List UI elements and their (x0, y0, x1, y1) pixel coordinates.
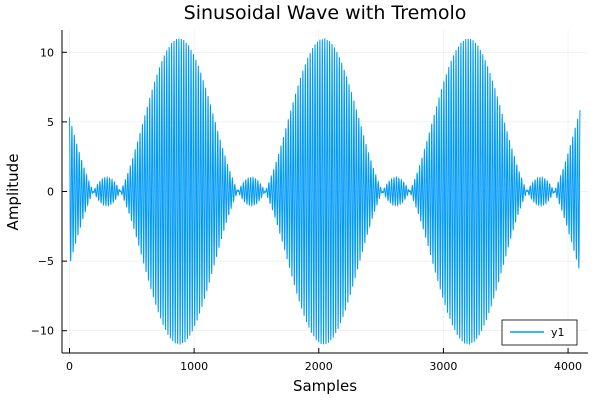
y-tick-label: 5 (47, 116, 54, 129)
chart-title: Sinusoidal Wave with Tremolo (184, 2, 467, 24)
y-axis-title: Amplitude (4, 154, 22, 231)
x-tick-label: 3000 (429, 360, 457, 373)
y-tick-label: −10 (31, 325, 54, 338)
series-layer (68, 38, 581, 345)
x-tick-label: 2000 (305, 360, 333, 373)
legend-label-y1: y1 (551, 326, 565, 339)
y-tick-label: 0 (47, 186, 54, 199)
x-tick-label: 0 (66, 360, 73, 373)
x-tick-label: 1000 (180, 360, 208, 373)
y-tick-label: 10 (40, 46, 54, 59)
x-axis-title: Samples (293, 377, 357, 395)
x-ticks: 0 1000 2000 3000 4000 (66, 348, 582, 373)
y-ticks: −10 −5 0 5 10 (31, 46, 67, 338)
x-tick-label: 4000 (554, 360, 582, 373)
series-line-y1 (68, 38, 581, 345)
y-tick-label: −5 (38, 255, 54, 268)
legend: y1 (501, 319, 578, 346)
